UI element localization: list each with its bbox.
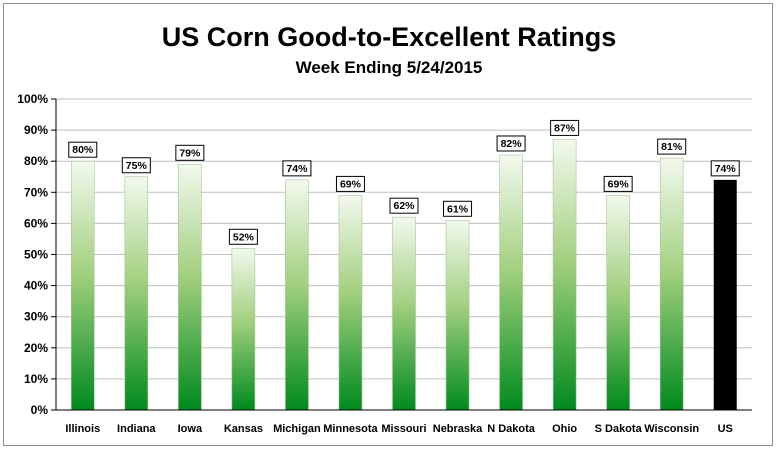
data-label: 74%	[286, 163, 308, 175]
data-label-box	[121, 157, 151, 174]
data-label: 81%	[661, 141, 683, 153]
bar	[499, 154, 523, 411]
bar	[285, 179, 309, 411]
data-label-box	[443, 200, 473, 217]
y-tick-label: 0%	[31, 403, 49, 417]
data-label-box	[175, 144, 205, 161]
category-label: Iowa	[178, 423, 203, 435]
y-axis-ticks: 0% 10% 20% 30% 40% 50% 60% 70% 80% 90% 100%	[17, 92, 56, 417]
y-tick-label: 30%	[24, 310, 48, 324]
category-label: Minnesota	[323, 423, 378, 435]
data-label: 82%	[501, 138, 523, 150]
data-label: 69%	[608, 178, 630, 190]
data-label-box	[68, 141, 98, 158]
data-label-box	[603, 175, 633, 192]
bars	[70, 139, 737, 411]
data-label: 79%	[179, 147, 201, 159]
data-label: 74%	[715, 163, 737, 175]
data-label: 87%	[554, 122, 576, 134]
data-label-box	[710, 160, 740, 177]
category-label: N Dakota	[487, 423, 536, 435]
data-label-box	[496, 135, 526, 152]
category-label: Nebraska	[433, 423, 483, 435]
data-label-box	[228, 228, 258, 245]
category-label: Missouri	[381, 423, 426, 435]
chart-subtitle: Week Ending 5/24/2015	[295, 58, 483, 77]
data-label-box	[550, 119, 580, 136]
bar	[392, 216, 416, 411]
category-label: Ohio	[552, 423, 577, 435]
category-label: Indiana	[117, 423, 156, 435]
bar	[124, 176, 149, 411]
data-label: 52%	[233, 231, 255, 243]
category-label: US	[718, 423, 733, 435]
y-tick-label: 80%	[24, 154, 48, 168]
y-tick-label: 90%	[24, 123, 48, 137]
bar	[606, 195, 630, 411]
y-tick-label: 100%	[17, 92, 48, 106]
y-tick-label: 50%	[24, 248, 48, 262]
bar	[178, 164, 202, 411]
data-label: 62%	[393, 200, 415, 212]
y-tick-label: 20%	[24, 341, 48, 355]
chart-title: US Corn Good-to-Excellent Ratings	[161, 22, 617, 52]
category-labels: Illinois Indiana Iowa Kansas Michigan Minneso…	[65, 423, 733, 435]
data-labels: 80% 75% 79% 52% 74% 69% 62% 61% 82% 87% 69% 81% 74%	[68, 119, 740, 245]
bar	[552, 139, 577, 411]
bar	[338, 195, 363, 411]
y-tick-label: 70%	[24, 185, 48, 199]
category-label: Illinois	[65, 423, 100, 435]
category-label: Kansas	[224, 423, 263, 435]
data-label: 69%	[340, 178, 362, 190]
y-tick-label: 10%	[24, 372, 48, 386]
category-label: Michigan	[273, 423, 321, 435]
y-tick-label: 40%	[24, 279, 48, 293]
data-label-box	[389, 197, 419, 214]
data-label-box	[282, 160, 312, 177]
data-label: 80%	[72, 144, 94, 156]
bar	[445, 219, 470, 411]
data-label-box	[657, 138, 687, 155]
y-tick-label: 60%	[24, 216, 48, 230]
category-label: S Dakota	[595, 423, 643, 435]
bar	[231, 247, 256, 411]
data-label: 75%	[126, 160, 148, 172]
bar	[70, 160, 95, 411]
bar	[659, 157, 684, 411]
category-label: Wisconsin	[644, 423, 699, 435]
data-label-box	[335, 175, 365, 192]
data-label: 61%	[447, 203, 469, 215]
bar	[713, 179, 737, 410]
